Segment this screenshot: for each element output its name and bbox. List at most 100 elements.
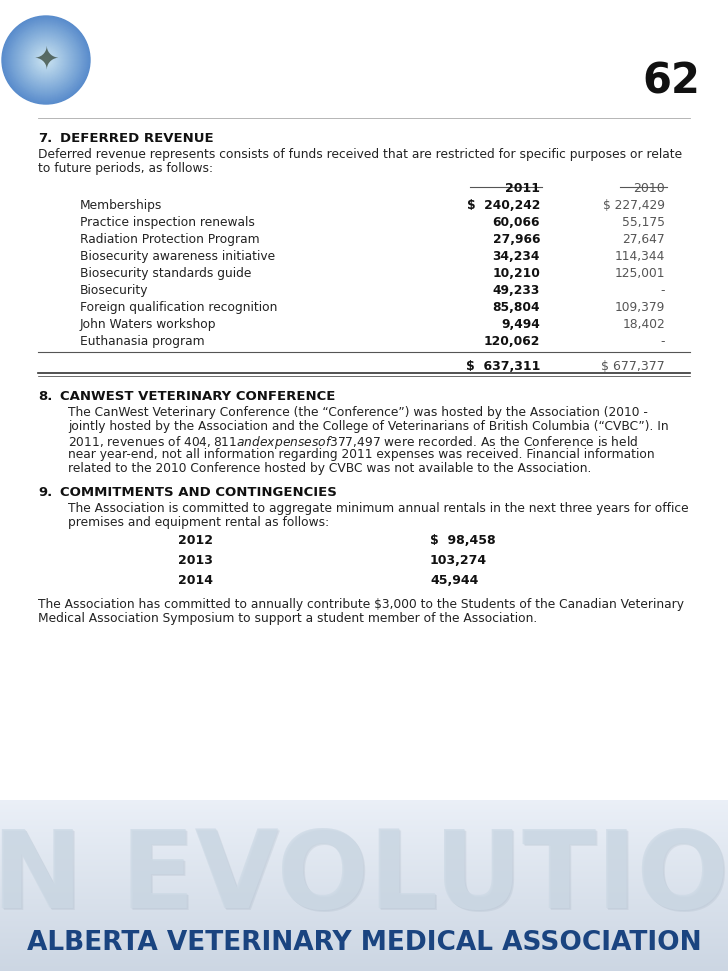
Text: near year-end, not all information regarding 2011 expenses was received. Financi: near year-end, not all information regar… — [68, 448, 654, 461]
Circle shape — [45, 59, 47, 61]
Circle shape — [25, 39, 67, 81]
Text: Biosecurity: Biosecurity — [80, 284, 149, 297]
Circle shape — [34, 48, 58, 72]
Circle shape — [24, 38, 68, 82]
Circle shape — [43, 57, 49, 63]
Circle shape — [36, 50, 56, 70]
Text: Memberships: Memberships — [80, 199, 162, 212]
Circle shape — [33, 47, 59, 73]
Text: $ 677,377: $ 677,377 — [601, 360, 665, 373]
Text: 9.: 9. — [38, 486, 52, 499]
Text: 45,944: 45,944 — [430, 574, 478, 587]
Circle shape — [30, 44, 62, 76]
Text: 85,804: 85,804 — [493, 301, 540, 314]
Text: 34,234: 34,234 — [493, 250, 540, 263]
Text: 114,344: 114,344 — [614, 250, 665, 263]
Circle shape — [17, 31, 75, 89]
Text: The Association has committed to annually contribute $3,000 to the Students of t: The Association has committed to annuall… — [38, 598, 684, 611]
Text: 55,175: 55,175 — [622, 216, 665, 229]
Circle shape — [35, 49, 57, 71]
Circle shape — [8, 22, 84, 98]
Text: Practice inspection renewals: Practice inspection renewals — [80, 216, 255, 229]
Text: The CanWest Veterinary Conference (the “Conference”) was hosted by the Associati: The CanWest Veterinary Conference (the “… — [68, 406, 648, 419]
Text: 125,001: 125,001 — [614, 267, 665, 280]
Text: $ 227,429: $ 227,429 — [603, 199, 665, 212]
Text: $  637,311: $ 637,311 — [466, 360, 540, 373]
Circle shape — [16, 30, 76, 90]
Circle shape — [22, 36, 70, 84]
Circle shape — [9, 23, 83, 97]
Text: 2014: 2014 — [178, 574, 213, 587]
Circle shape — [20, 34, 72, 86]
Circle shape — [10, 24, 82, 96]
Text: 2013: 2013 — [178, 554, 213, 567]
Text: The Association is committed to aggregate minimum annual rentals in the next thr: The Association is committed to aggregat… — [68, 502, 689, 515]
Text: jointly hosted by the Association and the College of Veterinarians of British Co: jointly hosted by the Association and th… — [68, 420, 668, 433]
Circle shape — [3, 17, 89, 103]
Circle shape — [2, 16, 90, 104]
Text: premises and equipment rental as follows:: premises and equipment rental as follows… — [68, 516, 329, 529]
Circle shape — [12, 26, 80, 94]
Circle shape — [23, 37, 69, 83]
Text: 2010: 2010 — [633, 182, 665, 195]
Text: 62: 62 — [642, 60, 700, 102]
Text: 103,274: 103,274 — [430, 554, 487, 567]
Text: 7.: 7. — [38, 132, 52, 145]
Text: 18,402: 18,402 — [622, 318, 665, 331]
Circle shape — [21, 35, 71, 85]
Text: related to the 2010 Conference hosted by CVBC was not available to the Associati: related to the 2010 Conference hosted by… — [68, 462, 591, 475]
Text: 60,066: 60,066 — [493, 216, 540, 229]
Text: Biosecurity awareness initiative: Biosecurity awareness initiative — [80, 250, 275, 263]
Text: Deferred revenue represents consists of funds received that are restricted for s: Deferred revenue represents consists of … — [38, 148, 682, 161]
Circle shape — [19, 33, 73, 87]
Text: 27,647: 27,647 — [622, 233, 665, 246]
Text: 9,494: 9,494 — [502, 318, 540, 331]
Text: 49,233: 49,233 — [493, 284, 540, 297]
Circle shape — [42, 56, 50, 64]
Circle shape — [11, 25, 81, 95]
Text: Radiation Protection Program: Radiation Protection Program — [80, 233, 260, 246]
Circle shape — [39, 53, 53, 67]
Text: CANWEST VETERINARY CONFERENCE: CANWEST VETERINARY CONFERENCE — [60, 390, 336, 403]
Circle shape — [32, 46, 60, 74]
Circle shape — [28, 42, 64, 78]
Text: -: - — [660, 335, 665, 348]
Circle shape — [4, 18, 88, 102]
Text: Foreign qualification recognition: Foreign qualification recognition — [80, 301, 277, 314]
Circle shape — [14, 28, 78, 92]
Circle shape — [15, 29, 77, 91]
Circle shape — [31, 45, 61, 75]
Text: -: - — [660, 284, 665, 297]
Text: COMMITMENTS AND CONTINGENCIES: COMMITMENTS AND CONTINGENCIES — [60, 486, 337, 499]
Text: Biosecurity standards guide: Biosecurity standards guide — [80, 267, 251, 280]
Text: AN EVOLUTION: AN EVOLUTION — [0, 826, 728, 932]
Circle shape — [18, 32, 74, 88]
Text: 2011: 2011 — [505, 182, 540, 195]
Text: 109,379: 109,379 — [614, 301, 665, 314]
Text: AN EVOLUTION: AN EVOLUTION — [0, 825, 728, 931]
Text: 10,210: 10,210 — [492, 267, 540, 280]
Text: $  240,242: $ 240,242 — [467, 199, 540, 212]
Circle shape — [38, 52, 54, 68]
Text: ✦: ✦ — [33, 46, 59, 75]
Text: 2011, revenues of $404,811 and expenses of $377,497 were recorded. As the Confer: 2011, revenues of $404,811 and expenses … — [68, 434, 638, 451]
Circle shape — [37, 51, 55, 69]
Text: AN EVOLUTION: AN EVOLUTION — [0, 825, 728, 931]
Circle shape — [44, 58, 48, 62]
Circle shape — [41, 55, 51, 65]
Circle shape — [13, 27, 79, 93]
Circle shape — [5, 19, 87, 101]
Text: Medical Association Symposium to support a student member of the Association.: Medical Association Symposium to support… — [38, 612, 537, 625]
Circle shape — [27, 41, 65, 79]
Text: Euthanasia program: Euthanasia program — [80, 335, 205, 348]
Circle shape — [7, 21, 85, 99]
Text: ALBERTA VETERINARY MEDICAL ASSOCIATION: ALBERTA VETERINARY MEDICAL ASSOCIATION — [27, 930, 701, 956]
Text: $  98,458: $ 98,458 — [430, 534, 496, 547]
Text: John Waters workshop: John Waters workshop — [80, 318, 216, 331]
Circle shape — [6, 20, 86, 100]
Text: 120,062: 120,062 — [483, 335, 540, 348]
Text: 2012: 2012 — [178, 534, 213, 547]
Text: DEFERRED REVENUE: DEFERRED REVENUE — [60, 132, 213, 145]
Circle shape — [26, 40, 66, 80]
Circle shape — [29, 43, 63, 77]
